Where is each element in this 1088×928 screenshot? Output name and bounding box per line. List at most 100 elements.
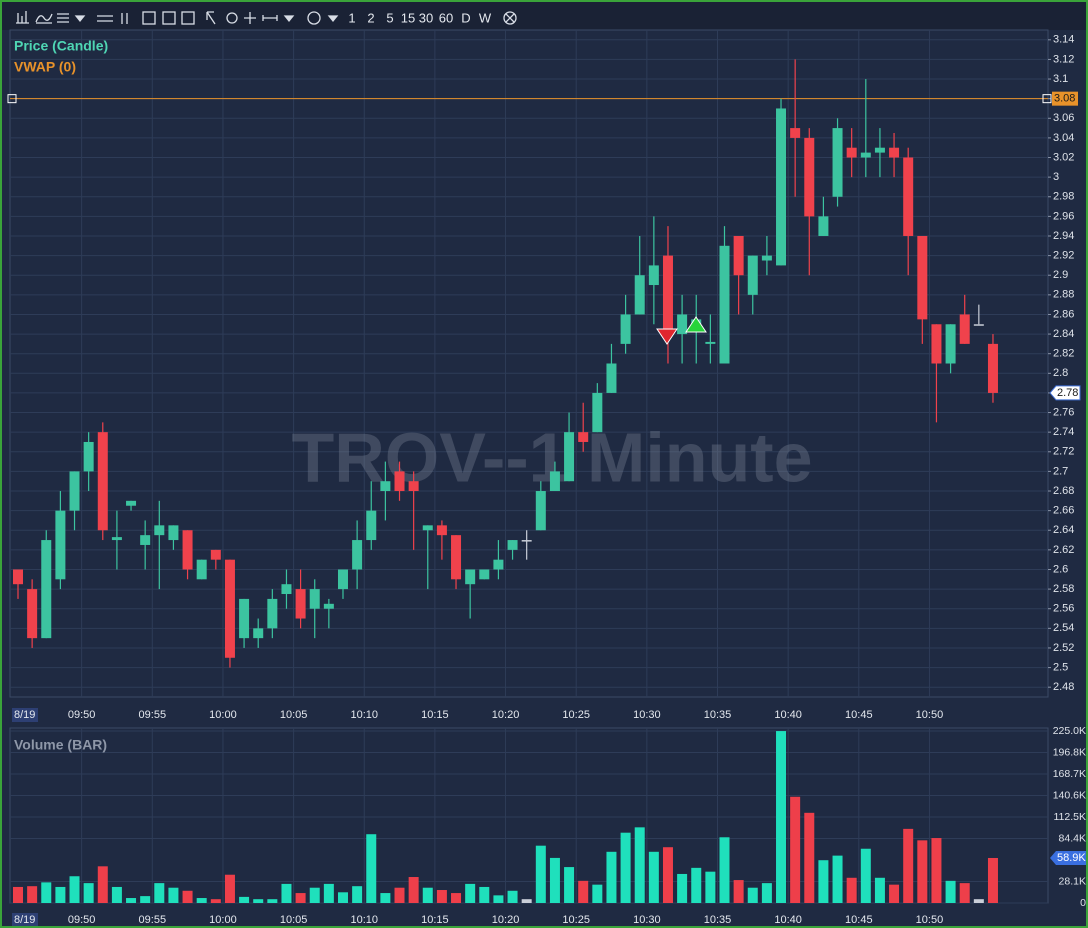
candle-body: [931, 324, 942, 364]
candle-body: [917, 235, 928, 320]
candle-body: [818, 216, 829, 236]
list-icon[interactable]: [57, 13, 69, 23]
candle-body: [973, 324, 984, 326]
volume-bar: [281, 883, 292, 903]
candle-body: [549, 471, 560, 492]
volume-bar: [719, 837, 730, 903]
x-tick-label: 10:00: [209, 709, 237, 721]
hand-icon[interactable]: [226, 12, 238, 24]
candle-body: [705, 341, 716, 344]
dropdown-icon[interactable]: [74, 15, 86, 23]
volume-bar: [818, 860, 829, 903]
close-icon-x[interactable]: [505, 13, 515, 23]
candle-body: [521, 540, 532, 542]
last-price-box: [1049, 385, 1081, 401]
candle-body: [874, 147, 885, 153]
candle-body: [224, 559, 235, 658]
remove-icon[interactable]: [181, 11, 195, 25]
price-line-label: 3.08: [1054, 93, 1075, 105]
interval-button[interactable]: 15: [401, 10, 415, 25]
interval-button[interactable]: D: [461, 10, 470, 25]
x-tick-label: 10:10: [350, 709, 378, 721]
volume-bar: [41, 882, 52, 903]
clock-icon[interactable]: [307, 11, 321, 25]
y-tick-label: 2.6: [1053, 563, 1068, 575]
volume-value-label: 58.9K: [1057, 852, 1086, 864]
x-tick-label: 8/19: [14, 914, 35, 926]
crosshair-icon[interactable]: [244, 12, 278, 24]
candle-body: [253, 628, 264, 639]
volume-bar: [111, 886, 122, 903]
y-tick-label: 3.1: [1053, 73, 1068, 85]
y-tick-label: 2.74: [1053, 426, 1074, 438]
y-tick-label: 2.86: [1053, 308, 1074, 320]
candle-body: [945, 324, 956, 364]
legend-entry: VWAP (0): [14, 59, 76, 75]
x-tick-label: 10:30: [633, 709, 661, 721]
volume-bar: [394, 887, 405, 903]
toolbar: [0, 0, 1088, 30]
interval-button[interactable]: 2: [367, 10, 374, 25]
close-icon[interactable]: [503, 11, 517, 25]
candle-body: [677, 314, 688, 335]
candle-body: [719, 245, 730, 364]
volume-bar: [422, 887, 433, 903]
candle-body: [535, 491, 546, 531]
x-tick-label: 10:15: [421, 914, 449, 926]
volume-bar: [578, 880, 589, 903]
volume-bar: [168, 887, 179, 903]
candle-body: [465, 569, 476, 585]
x-tick-label: 10:35: [704, 914, 732, 926]
y-tick-label: 2.58: [1053, 583, 1074, 595]
dropdown-icon[interactable]: [327, 15, 339, 23]
x-tick-label: 10:50: [916, 914, 944, 926]
volume-bar: [323, 883, 334, 903]
volume-bar: [705, 871, 716, 903]
candle-body: [860, 152, 871, 158]
toolbar-icons[interactable]: [16, 11, 517, 25]
line-handle: [1042, 94, 1052, 104]
volume-bar: [196, 898, 207, 903]
x-tick-label: 09:50: [68, 914, 96, 926]
candle-body: [662, 255, 673, 335]
y-tick-label: 196.8K: [1053, 746, 1086, 758]
candle-body: [27, 589, 38, 639]
interval-button[interactable]: 60: [439, 10, 453, 25]
y-tick-label: 112.5K: [1054, 811, 1087, 823]
candle-body: [154, 525, 165, 536]
y-tick-label: 2.54: [1053, 622, 1074, 634]
pointer-icon[interactable]: [206, 11, 216, 25]
volume-bar: [747, 887, 758, 903]
candle-body: [606, 363, 617, 393]
interval-button[interactable]: W: [479, 10, 492, 25]
y-tick-label: 2.82: [1053, 348, 1074, 360]
dropdown-icon[interactable]: [283, 15, 295, 23]
y-tick-label: 225.0K: [1053, 725, 1086, 737]
candle-body: [451, 535, 462, 580]
volume-bar: [691, 867, 702, 903]
interval-button[interactable]: 5: [386, 10, 393, 25]
split-icon[interactable]: [162, 11, 176, 25]
add-panel-icon[interactable]: [142, 11, 156, 25]
volume-bar: [945, 880, 956, 903]
interval-button[interactable]: 1: [348, 10, 355, 25]
line-icon[interactable]: [35, 13, 53, 24]
date-box: [12, 913, 38, 927]
candle-body: [790, 128, 801, 138]
x-tick-label: 10:00: [209, 914, 237, 926]
candle-body: [493, 559, 504, 570]
x-tick-label: 10:30: [633, 914, 661, 926]
candle-body: [41, 540, 52, 639]
interval-button[interactable]: 30: [419, 10, 433, 25]
candle-body: [846, 147, 857, 158]
price-line-label-box: [1052, 91, 1078, 106]
chart-type-icon[interactable]: [16, 11, 29, 24]
layout-icon[interactable]: [97, 13, 128, 24]
volume-bar: [931, 838, 942, 903]
y-tick-label: 140.6K: [1053, 789, 1086, 801]
y-tick-label: 2.62: [1053, 544, 1074, 556]
x-tick-label: 09:55: [139, 709, 167, 721]
x-tick-label: 10:40: [774, 709, 802, 721]
